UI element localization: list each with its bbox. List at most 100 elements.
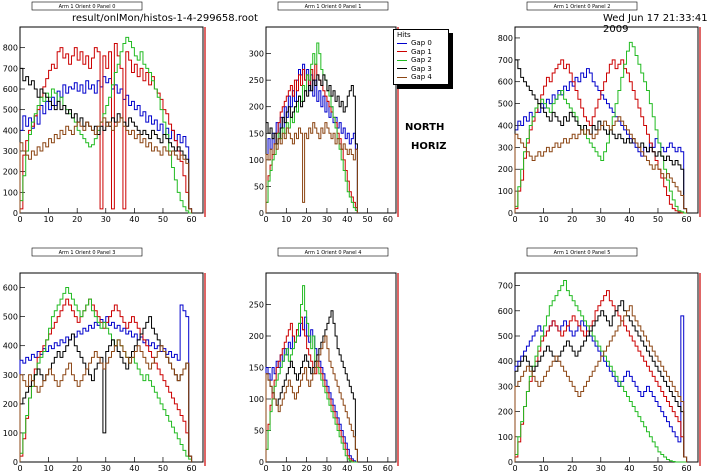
panel-title: Arm 1 Orient 0 Panel 4 xyxy=(305,250,362,256)
y-tick-label: 100 xyxy=(498,433,513,442)
x-tick-label: 60 xyxy=(383,464,393,473)
y-tick-label: 200 xyxy=(498,165,513,174)
panel-title: Arm 1 Orient 0 Panel 0 xyxy=(59,4,116,10)
legend-label: Gap 2 xyxy=(411,56,432,64)
series-gap-3 xyxy=(514,300,688,462)
y-tick-label: 500 xyxy=(3,106,18,115)
panel-4: Arm 1 Orient 0 Panel 4 0 10 20 30 40 50 60 0 50 10… xyxy=(249,247,399,473)
x-tick-label: 30 xyxy=(596,464,606,473)
legend-swatch xyxy=(397,42,407,44)
legend-entry: Gap 0 xyxy=(397,39,432,47)
y-tick-label: 500 xyxy=(498,100,513,109)
x-tick-label: 20 xyxy=(302,464,312,473)
series-gap-0 xyxy=(19,76,193,213)
series-gap-2 xyxy=(514,280,687,463)
x-tick-label: 10 xyxy=(281,215,291,224)
y-tick-label: 100 xyxy=(249,156,264,165)
x-tick-label: 60 xyxy=(681,464,691,473)
series-gap-2 xyxy=(514,41,687,214)
y-tick-label: 150 xyxy=(249,364,264,373)
legend: Hits Gap 0 Gap 1 Gap 2 Gap 3 Gap 4 xyxy=(393,29,449,85)
x-tick-label: 30 xyxy=(322,464,332,473)
legend-entry: Gap 2 xyxy=(397,56,432,64)
y-tick-label: 700 xyxy=(498,56,513,65)
y-tick-label: 200 xyxy=(249,103,264,112)
series-gap-3 xyxy=(265,310,358,462)
panel-title-box xyxy=(277,1,389,11)
legend-title: Hits xyxy=(397,31,411,39)
x-tick-label: 10 xyxy=(539,215,549,224)
y-tick-label: 300 xyxy=(249,50,264,59)
x-tick-label: 10 xyxy=(539,464,549,473)
panel-title-box xyxy=(526,1,638,11)
panel-title: Arm 1 Orient 0 Panel 5 xyxy=(554,250,611,256)
x-tick-label: 50 xyxy=(158,464,168,473)
y-tick-label: 800 xyxy=(3,44,18,53)
y-tick-label: 700 xyxy=(498,282,513,291)
x-tick-label: 60 xyxy=(186,464,196,473)
y-tick-label: 0 xyxy=(13,209,18,218)
legend-entry: Gap 3 xyxy=(397,65,432,73)
timestamp-label: Wed Jun 17 21:33:41 2009 xyxy=(603,13,708,35)
legend-label: Gap 0 xyxy=(411,39,432,47)
y-tick-label: 200 xyxy=(498,408,513,417)
legend-swatch xyxy=(397,51,407,52)
y-tick-label: 300 xyxy=(498,143,513,152)
y-tick-label: 0 xyxy=(508,458,513,467)
y-tick-label: 0 xyxy=(508,209,513,218)
series-gap-2 xyxy=(19,287,193,462)
y-tick-label: 600 xyxy=(3,85,18,94)
y-tick-label: 0 xyxy=(13,458,18,467)
x-tick-label: 40 xyxy=(342,464,352,473)
series-gap-3 xyxy=(514,59,688,213)
north-label: NORTH xyxy=(405,122,445,133)
series-gap-2 xyxy=(265,285,358,463)
x-tick-label: 20 xyxy=(72,464,82,473)
x-tick-label: 30 xyxy=(101,215,111,224)
series-gap-1 xyxy=(19,43,193,213)
y-tick-label: 300 xyxy=(498,382,513,391)
series-gap-4 xyxy=(514,116,688,213)
series-gap-4 xyxy=(265,335,358,462)
series-gap-1 xyxy=(265,316,358,463)
series-gap-4 xyxy=(19,339,193,462)
plot-frame xyxy=(514,272,699,463)
panel-5: Arm 1 Orient 0 Panel 50 10 20 30 40 50 6001002… xyxy=(498,247,701,473)
y-tick-label: 700 xyxy=(3,64,18,73)
x-tick-label: 50 xyxy=(362,215,372,224)
panel-0: Arm 1 Orient 0 Panel 00 10 20 30 40 50 6001002… xyxy=(3,1,206,224)
x-tick-label: 20 xyxy=(72,215,82,224)
y-tick-label: 600 xyxy=(498,307,513,316)
y-tick-label: 0 xyxy=(259,458,264,467)
y-tick-label: 100 xyxy=(3,429,18,438)
y-tick-label: 600 xyxy=(498,78,513,87)
x-tick-label: 40 xyxy=(342,215,352,224)
panel-title-box xyxy=(526,247,638,257)
panel-title: Arm 1 Orient 0 Panel 1 xyxy=(305,4,362,10)
panel-2: Arm 1 Orient 0 Panel 20 10 20 30 40 50 6001002… xyxy=(498,1,701,224)
y-tick-label: 500 xyxy=(498,332,513,341)
series-gap-1 xyxy=(514,290,688,462)
series-gap-4 xyxy=(514,305,688,462)
panel-1: Arm 1 Orient 0 Panel 1 0 10 20 30 40 50 60 0 50 10… xyxy=(249,1,399,224)
x-tick-label: 0 xyxy=(17,464,22,473)
y-tick-label: 300 xyxy=(3,371,18,380)
series-gap-2 xyxy=(19,36,192,214)
legend-swatch xyxy=(397,68,407,69)
y-tick-label: 400 xyxy=(3,342,18,351)
x-tick-label: 50 xyxy=(653,215,663,224)
x-tick-label: 30 xyxy=(596,215,606,224)
series-gap-4 xyxy=(19,117,193,213)
x-tick-label: 10 xyxy=(281,464,291,473)
legend-label: Gap 3 xyxy=(411,64,432,73)
y-tick-label: 300 xyxy=(3,147,18,156)
x-tick-label: 60 xyxy=(383,215,393,224)
panel-title-box xyxy=(277,247,389,257)
y-tick-label: 100 xyxy=(3,188,18,197)
y-tick-label: 50 xyxy=(254,427,264,436)
y-tick-label: 600 xyxy=(3,284,18,293)
x-tick-label: 40 xyxy=(129,464,139,473)
x-tick-label: 0 xyxy=(263,464,268,473)
x-tick-label: 40 xyxy=(129,215,139,224)
